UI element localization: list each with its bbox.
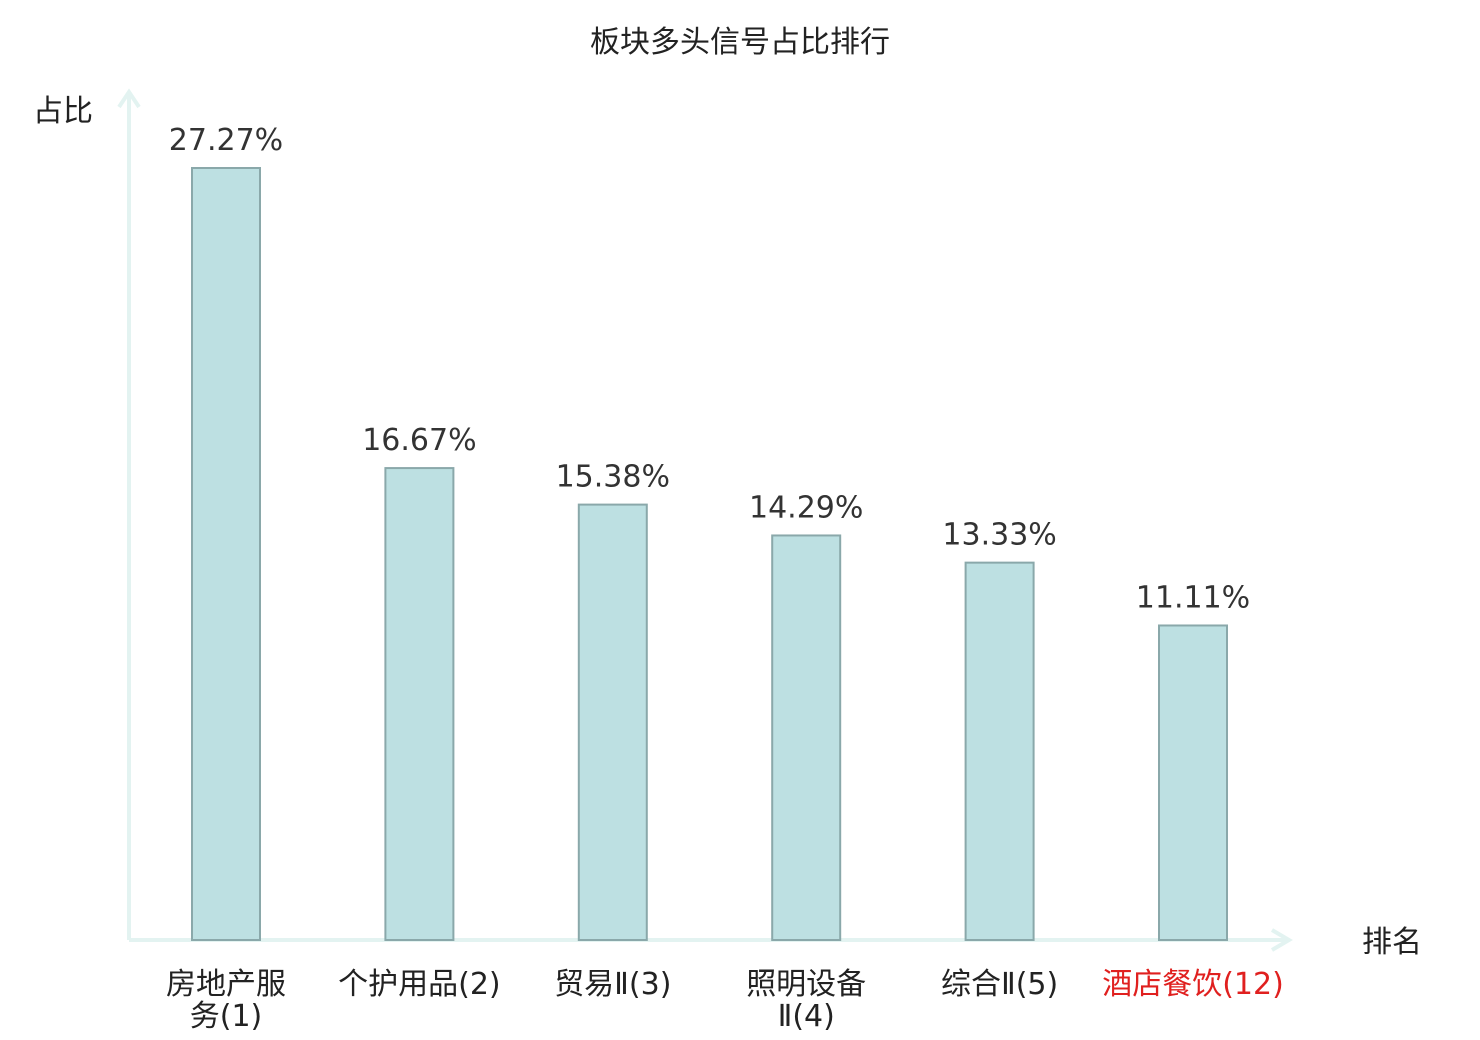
- x-axis-label: 排名: [1362, 925, 1422, 960]
- x-tick-label: 酒店餐饮(12): [1102, 967, 1284, 1002]
- x-tick-label: 照明设备 Ⅱ(4): [746, 967, 866, 1034]
- x-axis-arrow-icon: [1270, 928, 1293, 952]
- bar-value-label: 14.29%: [749, 490, 863, 525]
- bar: [1158, 624, 1228, 942]
- chart-title: 板块多头信号占比排行: [590, 25, 890, 60]
- category-labels: 房地产服务(1) 个护用品(2) 贸易Ⅱ(3) 照明设备 Ⅱ(4) 综合Ⅱ(5) 酒店餐饮(…: [166, 967, 1284, 1034]
- bar: [964, 561, 1035, 941]
- y-axis-arrow-icon: [117, 88, 141, 109]
- bar-value-label: 27.27%: [169, 123, 283, 158]
- x-tick-label: 贸易Ⅱ(3): [554, 967, 671, 1002]
- bar-series: [191, 167, 1228, 942]
- y-axis-label: 占比: [33, 94, 93, 129]
- bar-value-label: 11.11%: [1136, 580, 1250, 615]
- bar: [191, 167, 261, 941]
- bar-value-label: 16.67%: [362, 423, 476, 458]
- value-labels: 27.27% 16.67% 15.38% 14.29% 13.33% 11.11%: [169, 123, 1250, 615]
- x-tick-label: 个护用品(2): [338, 967, 501, 1002]
- bar: [577, 503, 648, 941]
- bar-value-label: 13.33%: [942, 518, 1056, 553]
- x-tick-label: 综合Ⅱ(5): [941, 967, 1058, 1002]
- bar-value-label: 15.38%: [556, 460, 670, 495]
- x-tick-label: 房地产服务(1): [166, 967, 286, 1034]
- bar: [384, 467, 455, 941]
- bar: [771, 534, 842, 941]
